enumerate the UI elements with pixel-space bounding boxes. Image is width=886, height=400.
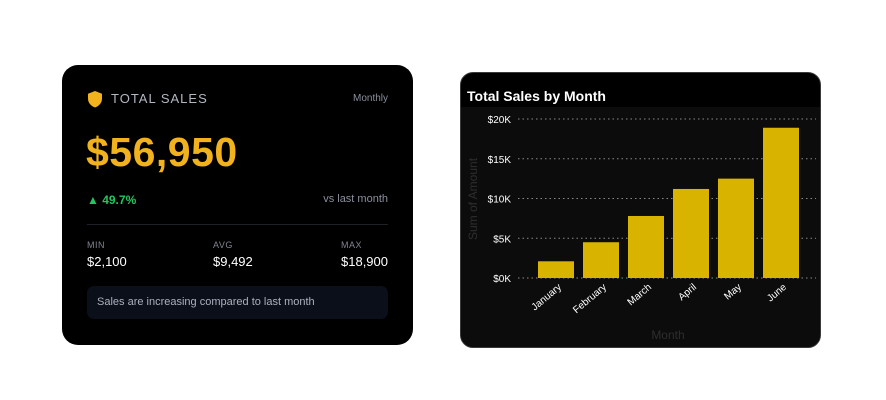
bar-chart: $0K $5K $10K $15K $20K January February March Ap… [466,115,816,342]
stat-avg-label: AVG [213,240,233,250]
period-label[interactable]: Monthly [352,93,388,104]
bar-march [628,215,664,278]
total-sales-value: $56,950 [86,129,238,175]
total-sales-card: TOTAL SALES Monthly $56,950 ▲ 49.7% vs l… [62,65,413,345]
x-axis-title: Month [651,328,684,342]
stat-min-value: $2,100 [87,254,127,269]
chart-title: Total Sales by Month [467,88,606,104]
x-tick-label: March [626,282,654,308]
card-header: TOTAL SALES Monthly [87,90,388,108]
y-tick-label: $0K [493,274,511,285]
stat-avg-value: $9,492 [213,254,253,269]
stat-max: MAX $18,900 [341,240,388,269]
sales-by-month-chart-card: Total Sales by Month $0K $5K $10K $15K $20K J… [460,72,821,348]
x-tick-label: February [571,282,609,316]
x-tick-label: May [722,282,744,303]
y-tick-label: $5K [493,234,511,245]
stat-avg: AVG $9,492 [213,240,253,269]
shield-icon [88,91,102,108]
change-percent: ▲ 49.7% [87,193,137,207]
insight-note: Sales are increasing compared to last mo… [87,286,388,319]
stat-min: MIN $2,100 [87,240,127,269]
x-tick-label: January [530,282,564,313]
bar-april [673,188,709,278]
y-tick-label: $20K [488,115,512,126]
compare-label: vs last month [323,193,388,205]
y-tick-label: $10K [488,195,512,206]
y-axis-title: Sum of Amount [466,157,480,240]
x-tick-label: June [765,282,789,305]
stat-max-value: $18,900 [341,254,388,269]
divider [87,224,388,225]
bar-june [763,127,799,279]
chart-plot-area: $0K $5K $10K $15K $20K January February March Ap… [461,107,820,347]
bar-february [583,242,619,278]
stat-max-label: MAX [341,240,363,250]
bar-may [718,178,754,278]
y-tick-label: $15K [488,155,512,166]
card-title: TOTAL SALES [111,91,208,106]
stat-min-label: MIN [87,240,105,250]
x-tick-label: April [677,282,699,303]
bar-january [538,261,574,278]
